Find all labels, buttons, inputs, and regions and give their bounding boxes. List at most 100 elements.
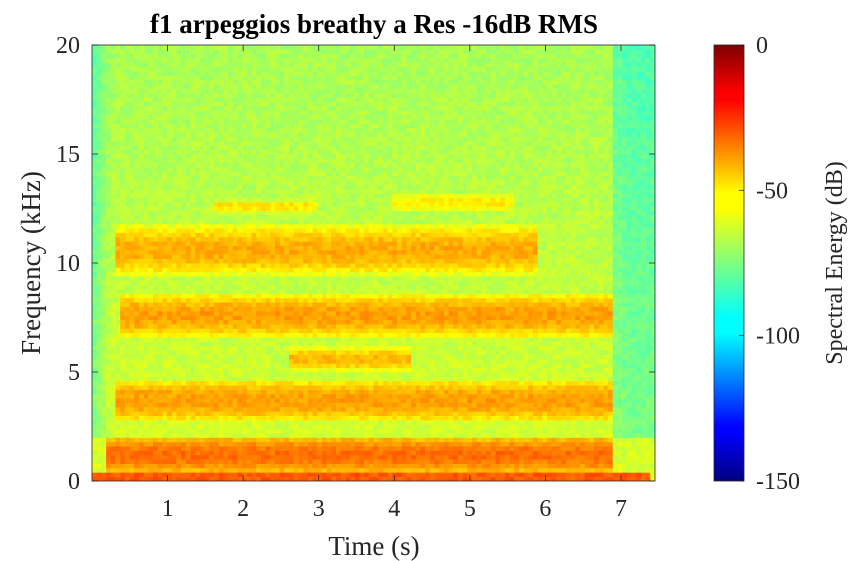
- heat-cell: [167, 136, 173, 142]
- heat-cell: [312, 337, 318, 342]
- heat-cell: [279, 132, 285, 137]
- heat-cell: [209, 372, 215, 377]
- heat-cell: [152, 324, 159, 329]
- heat-cell: [265, 467, 271, 473]
- heat-cell: [96, 45, 102, 50]
- heat-cell: [92, 472, 98, 478]
- heat-cell: [223, 380, 229, 386]
- heat-cell: [279, 145, 285, 151]
- heat-cell: [96, 228, 102, 233]
- heat-cell: [237, 463, 243, 469]
- heat-cell: [303, 389, 309, 395]
- heat-cell: [152, 254, 159, 260]
- heat-cell: [134, 84, 140, 89]
- heat-cell: [148, 398, 154, 403]
- heat-cell: [190, 245, 196, 251]
- heat-cell: [260, 402, 266, 408]
- heat-cell: [152, 136, 159, 142]
- heat-cell: [251, 236, 257, 242]
- heat-cell: [298, 180, 304, 185]
- heat-cell: [134, 463, 140, 469]
- heat-cell: [92, 206, 98, 212]
- heat-cell: [237, 184, 243, 190]
- heat-cell: [204, 71, 210, 76]
- heat-cell: [298, 245, 304, 251]
- heat-cell: [284, 354, 290, 360]
- heat-cell: [260, 441, 266, 447]
- heat-cell: [209, 276, 215, 281]
- heat-cell: [124, 263, 130, 268]
- heat-cell: [152, 119, 159, 124]
- heat-cell: [92, 380, 98, 386]
- heat-cell: [209, 210, 215, 216]
- heat-cell: [181, 289, 187, 294]
- heat-cell: [134, 263, 140, 268]
- heat-cell: [293, 193, 299, 198]
- heat-cell: [298, 101, 304, 107]
- heat-cell: [270, 350, 276, 355]
- heat-cell: [181, 58, 187, 63]
- heat-cell: [298, 114, 304, 120]
- heat-cell: [293, 376, 299, 382]
- heat-cell: [312, 280, 318, 286]
- heat-cell: [110, 350, 116, 355]
- heat-cell: [260, 328, 266, 334]
- heat-cell: [246, 219, 252, 225]
- heat-cell: [270, 337, 276, 342]
- heat-cell: [106, 398, 112, 403]
- heat-cell: [171, 463, 177, 469]
- heat-cell: [115, 167, 121, 172]
- heat-cell: [176, 180, 182, 185]
- heat-cell: [242, 110, 248, 116]
- heat-cell: [317, 276, 323, 281]
- heat-cell: [284, 45, 290, 50]
- heat-cell: [279, 437, 285, 443]
- heat-cell: [246, 337, 252, 342]
- heat-cell: [298, 228, 304, 233]
- heat-cell: [298, 428, 304, 434]
- heat-cell: [157, 376, 163, 382]
- heat-cell: [204, 454, 210, 460]
- heat-cell: [167, 219, 173, 225]
- heat-cell: [181, 415, 187, 421]
- heat-cell: [246, 276, 252, 281]
- heat-cell: [242, 119, 248, 124]
- heat-cell: [284, 393, 290, 399]
- heat-cell: [317, 66, 323, 72]
- heat-cell: [110, 132, 116, 137]
- heat-cell: [157, 324, 163, 329]
- heat-cell: [303, 306, 309, 312]
- heat-cell: [303, 376, 309, 382]
- heat-cell: [106, 372, 112, 377]
- heat-cell: [199, 459, 205, 464]
- heat-cell: [106, 402, 112, 408]
- heat-cell: [242, 454, 248, 460]
- heat-cell: [289, 324, 295, 329]
- heat-cell: [185, 136, 191, 142]
- heat-cell: [134, 402, 140, 408]
- heat-cell: [185, 424, 191, 430]
- heat-cell: [96, 66, 102, 72]
- heat-cell: [171, 71, 177, 76]
- heat-cell: [185, 84, 191, 89]
- heat-cell: [185, 293, 191, 299]
- heat-cell: [274, 75, 281, 81]
- heat-cell: [129, 289, 135, 294]
- heat-cell: [251, 188, 257, 194]
- heat-cell: [228, 92, 234, 98]
- heat-cell: [92, 66, 98, 72]
- heat-cell: [284, 79, 290, 85]
- heat-cell: [106, 123, 112, 129]
- heat-cell: [110, 106, 116, 111]
- heat-cell: [223, 358, 229, 364]
- heat-cell: [209, 119, 215, 124]
- heat-cell: [284, 245, 290, 251]
- heat-cell: [228, 45, 234, 50]
- heat-cell: [303, 140, 309, 146]
- heat-cell: [289, 341, 295, 347]
- heat-cell: [317, 380, 323, 386]
- heat-cell: [96, 324, 102, 329]
- heat-cell: [298, 158, 304, 164]
- heat-cell: [251, 402, 257, 408]
- heat-cell: [124, 127, 130, 133]
